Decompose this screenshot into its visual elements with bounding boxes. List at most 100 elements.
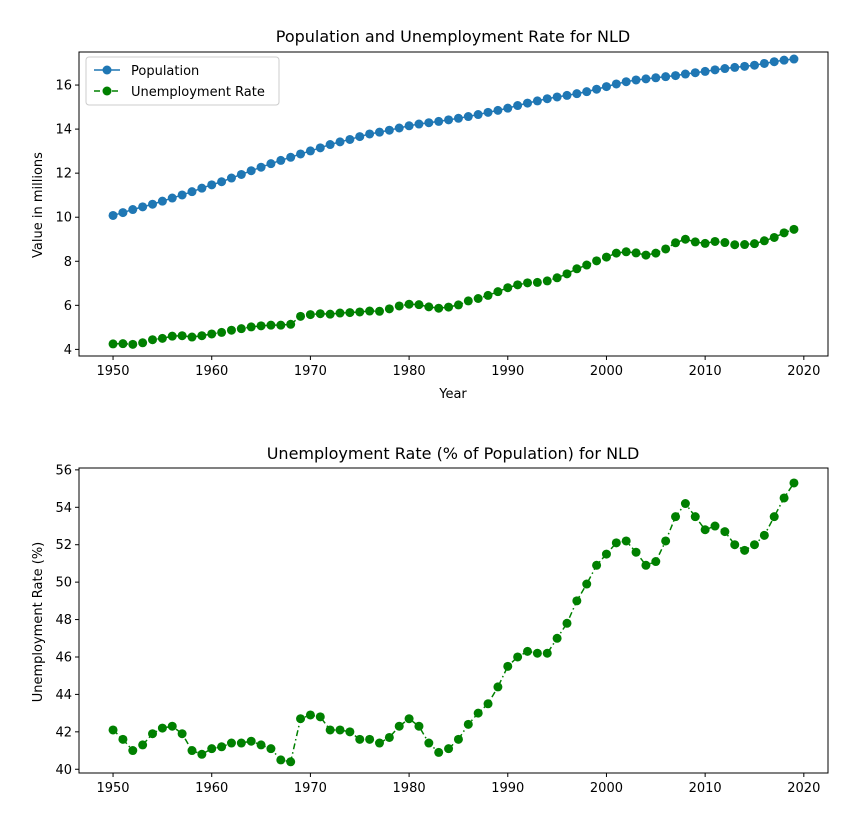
data-point (108, 339, 118, 349)
data-point (749, 239, 759, 249)
data-point (493, 682, 503, 692)
data-point (384, 125, 394, 135)
plot-area: 1950 1960 1970 1980 1990 2000 2010 2020 40 42 44 46… (55, 463, 829, 796)
data-point (296, 714, 306, 724)
data-point (424, 738, 434, 748)
data-point (592, 560, 602, 570)
data-point (444, 115, 454, 125)
data-point (680, 499, 690, 509)
data-point (769, 232, 779, 242)
y-tick-label: 8 (64, 255, 72, 270)
data-point (749, 60, 759, 70)
data-point (157, 723, 167, 733)
data-point (503, 283, 513, 293)
data-point (572, 596, 582, 606)
data-point (493, 287, 503, 297)
data-point (236, 169, 246, 179)
chart-title: Population and Unemployment Rate for NLD (276, 27, 630, 46)
data-point (483, 107, 493, 117)
data-point (759, 58, 769, 68)
data-point (226, 738, 236, 748)
data-point (276, 320, 286, 330)
y-tick-label: 42 (55, 725, 72, 740)
y-tick-label: 6 (64, 299, 72, 314)
data-point (779, 55, 789, 65)
y-tick-label: 10 (55, 211, 72, 226)
data-point (305, 310, 315, 320)
data-point (246, 736, 256, 746)
data-point (690, 237, 700, 247)
data-point (661, 244, 671, 254)
x-tick-label: 1980 (393, 781, 426, 796)
data-point (217, 327, 227, 337)
y-tick-label: 46 (55, 650, 72, 665)
data-point (690, 512, 700, 522)
x-tick-label: 2010 (689, 364, 722, 379)
data-point (355, 734, 365, 744)
data-point (592, 84, 602, 94)
data-point (463, 296, 473, 306)
data-point (503, 103, 513, 113)
data-point (542, 94, 552, 104)
data-point (562, 618, 572, 628)
data-point (453, 113, 463, 123)
data-point (266, 159, 276, 169)
data-point (246, 166, 256, 176)
data-point (128, 746, 138, 756)
data-point (345, 308, 355, 318)
data-point (542, 648, 552, 658)
x-tick-label: 1980 (393, 364, 426, 379)
data-point (256, 321, 266, 331)
data-point (552, 273, 562, 283)
data-point (779, 228, 789, 238)
data-point (138, 740, 148, 750)
data-point (473, 110, 483, 120)
data-point (226, 325, 236, 335)
data-point (720, 238, 730, 248)
y-axis-label: Unemployment Rate (%) (31, 542, 46, 703)
x-tick-label: 1960 (195, 781, 228, 796)
data-point (118, 734, 128, 744)
data-point (394, 301, 404, 311)
data-point (671, 238, 681, 248)
data-point (582, 579, 592, 589)
data-point (305, 710, 315, 720)
data-point (256, 162, 266, 172)
data-point (493, 105, 503, 115)
data-point (621, 247, 631, 257)
data-point (582, 87, 592, 97)
data-point (207, 180, 217, 190)
data-point (473, 708, 483, 718)
data-point (631, 75, 641, 85)
data-point (453, 300, 463, 310)
data-point (700, 66, 710, 76)
legend-box (85, 56, 280, 106)
data-point (365, 734, 375, 744)
data-point (710, 65, 720, 75)
data-point (226, 173, 236, 183)
x-tick-label: 1990 (491, 364, 524, 379)
data-point (444, 744, 454, 754)
data-point (325, 309, 335, 319)
data-point (167, 193, 177, 203)
data-point (789, 478, 799, 488)
x-tick-label: 1950 (96, 364, 129, 379)
data-point (562, 90, 572, 100)
data-point (276, 155, 286, 165)
series-line-1 (113, 228, 795, 346)
data-point (148, 335, 158, 345)
data-point (424, 302, 434, 312)
x-tick-label: 2000 (590, 364, 623, 379)
data-point (187, 746, 197, 756)
data-point (414, 119, 424, 129)
data-point (374, 306, 384, 316)
data-point (256, 740, 266, 750)
data-point (365, 306, 375, 316)
data-point (138, 202, 148, 212)
data-point (217, 177, 227, 187)
data-point (601, 549, 611, 559)
legend: Population Unemployment Rate (85, 56, 280, 106)
y-tick-label: 4 (64, 343, 72, 358)
y-tick-label: 40 (55, 763, 72, 778)
